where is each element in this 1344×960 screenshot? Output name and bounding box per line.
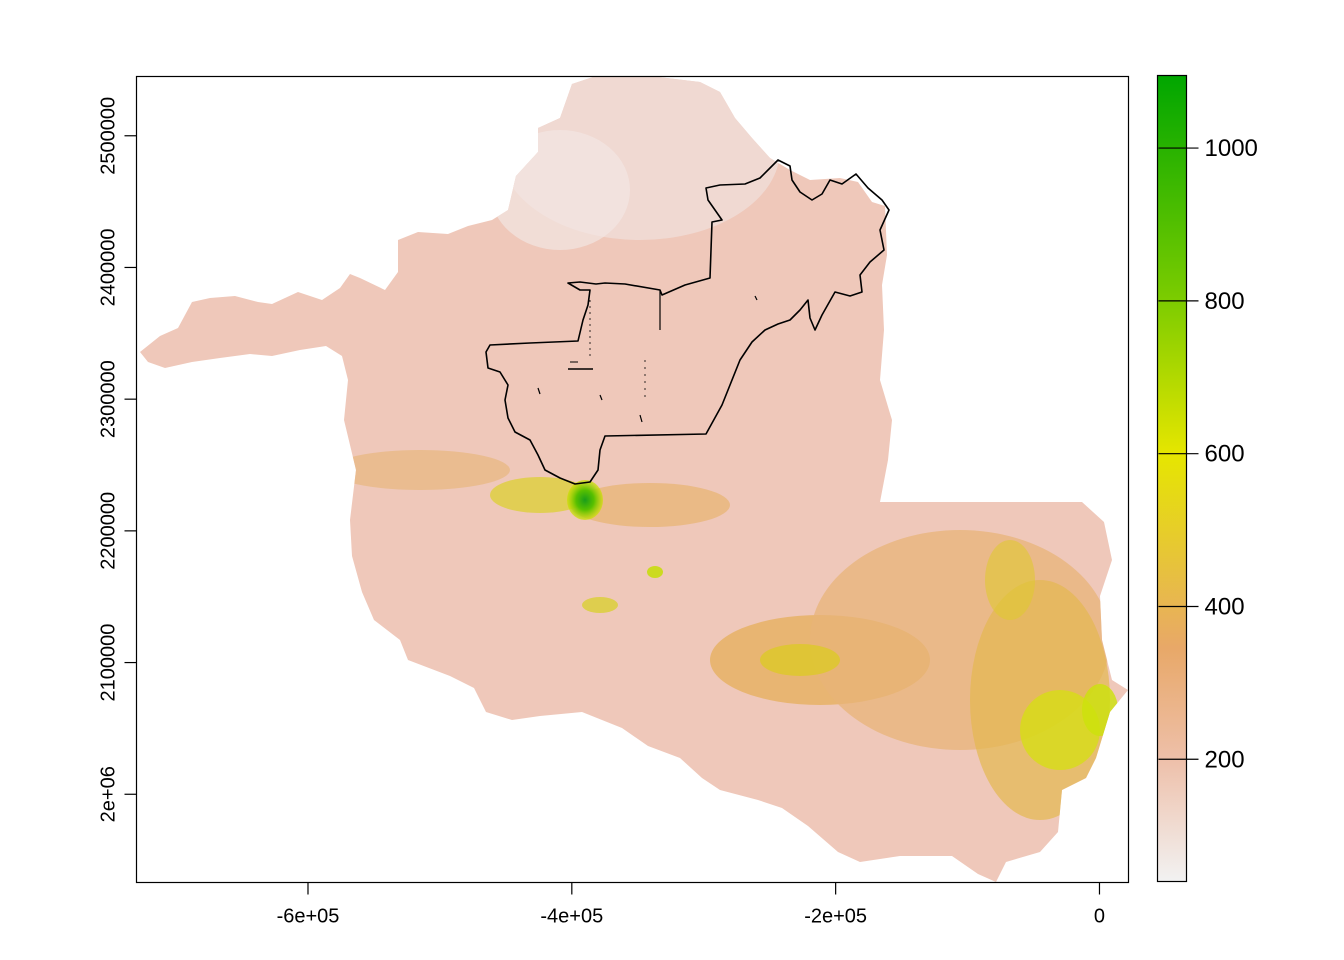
high-zone-b: [1020, 690, 1100, 770]
y-tick-label: 2100000: [98, 624, 120, 702]
x-tick-label: -4e+05: [540, 906, 603, 928]
legend-ticks: 200 400 600 800 1000: [1158, 135, 1258, 773]
legend-colorbar: [1156, 74, 1188, 883]
y-tick-label: 2500000: [98, 97, 120, 175]
mid-zone-ridge-center: [570, 483, 730, 527]
y-axis: 2e+06 2100000 2200000 2300000 2400000 2500000: [98, 97, 137, 822]
x-axis: -6e+05 -4e+05 -2e+05 0: [277, 882, 1105, 928]
high-zone-d: [985, 540, 1035, 620]
y-tick-label: 2300000: [98, 360, 120, 438]
legend-tick-label: 200: [1205, 746, 1245, 773]
high-zone-g: [647, 566, 663, 578]
boundary-outline: [485, 159, 890, 485]
high-zone-f: [582, 597, 618, 613]
high-zone-a: [760, 644, 840, 676]
raster-elevation-zones: [330, 76, 1118, 820]
legend-tick-label: 1000: [1205, 135, 1258, 162]
x-tick-label: 0: [1094, 906, 1105, 928]
peak-zone: [567, 480, 603, 520]
high-zone-e: [490, 477, 590, 513]
boundary-inner-lines: [537, 290, 758, 423]
x-tick-label: -6e+05: [277, 906, 340, 928]
color-legend: 200 400 600 800 1000: [1156, 74, 1258, 883]
legend-tick-label: 400: [1205, 593, 1245, 620]
plot-frame: [135, 75, 1130, 884]
legend-tick-label: 600: [1205, 441, 1245, 468]
x-tick-label: -2e+05: [804, 906, 867, 928]
high-zone-c: [1082, 684, 1118, 736]
legend-tick-label: 800: [1205, 288, 1245, 315]
y-tick-label: 2e+06: [98, 766, 120, 822]
y-tick-label: 2400000: [98, 229, 120, 307]
mid-zone-ridge-west: [330, 450, 510, 490]
elevation-raster: [140, 76, 1128, 882]
low-zone-river: [490, 130, 630, 250]
y-tick-label: 2200000: [98, 492, 120, 570]
